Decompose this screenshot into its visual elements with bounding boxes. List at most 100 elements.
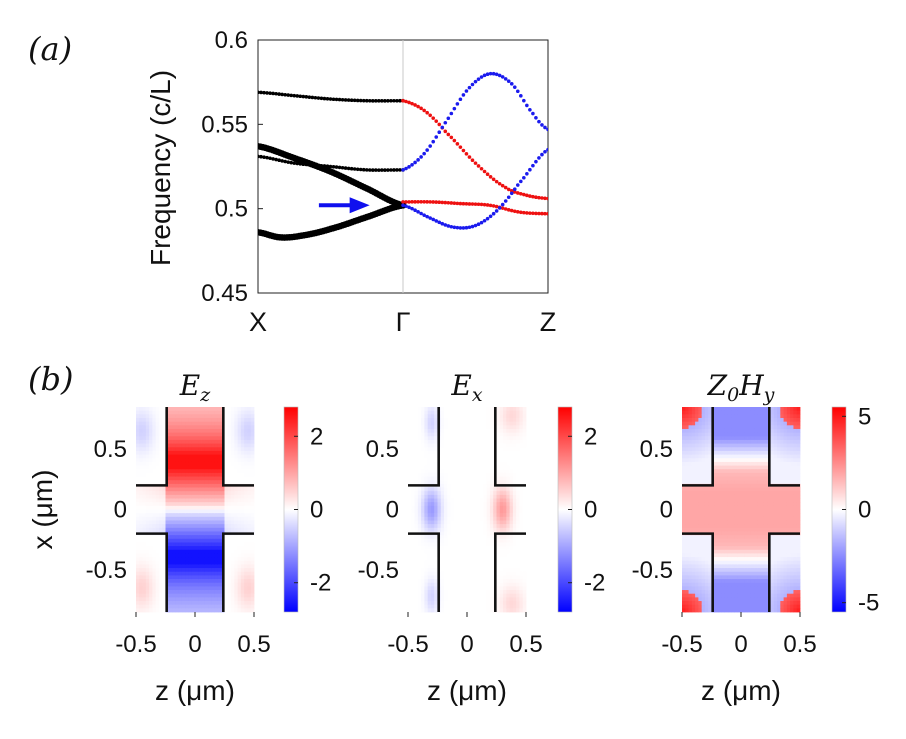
heatmap-cell: [185, 597, 189, 602]
heatmap-cell: [152, 604, 157, 609]
heatmap-cell: [152, 447, 157, 452]
heatmap-cell: [175, 538, 180, 543]
heatmap-cell: [145, 443, 150, 448]
heatmap-cell: [430, 472, 435, 477]
heatmap-cell: [444, 469, 448, 474]
heatmap-cell: [450, 417, 455, 423]
heatmap-cell: [427, 527, 432, 532]
heatmap-cell: [695, 509, 699, 514]
heatmap-cell: [208, 450, 212, 455]
heatmap-cell: [421, 480, 425, 485]
heatmap-cell: [172, 439, 176, 445]
heatmap-cell: [142, 472, 147, 477]
heatmap-cell: [237, 516, 242, 521]
heatmap-cell: [234, 557, 239, 562]
heatmap-cell: [234, 538, 239, 543]
band-point: [419, 211, 423, 216]
heatmap-cell: [704, 472, 709, 477]
heatmap-cell: [158, 535, 163, 540]
heatmap-cell: [522, 553, 527, 558]
heatmap-cell: [195, 601, 199, 606]
band-point: [425, 148, 429, 152]
heatmap-cell: [486, 575, 491, 580]
heatmap-cell: [698, 487, 703, 492]
heatmap-cell: [172, 513, 176, 518]
heatmap-cell: [444, 516, 448, 521]
heatmap-cell: [414, 582, 419, 587]
heatmap-cell: [181, 461, 186, 466]
heatmap-cell: [503, 575, 507, 580]
heatmap-cell: [221, 513, 225, 518]
heatmap-cell: [208, 579, 212, 584]
heatmap-cell: [682, 604, 686, 609]
heatmap-cell: [695, 454, 699, 459]
heatmap-cell: [421, 454, 425, 459]
heatmap-cell: [244, 476, 248, 481]
heatmap-cell: [181, 454, 186, 459]
heatmap-cell: [178, 414, 183, 419]
heatmap-cell: [424, 560, 429, 565]
heatmap-cell: [421, 524, 425, 529]
heatmap-cell: [136, 498, 140, 503]
heatmap-cell: [158, 425, 163, 430]
heatmap-cell: [250, 590, 255, 595]
heatmap-cell: [483, 502, 488, 507]
heatmap-cell: [450, 513, 455, 518]
heatmap-cell: [453, 509, 458, 514]
heatmap-cell: [496, 421, 501, 426]
heatmap-cell: [463, 491, 468, 496]
heatmap-cell: [522, 549, 527, 554]
heatmap-cell: [509, 575, 514, 580]
heatmap-cell: [234, 568, 239, 573]
heatmap-cell: [168, 579, 173, 584]
heatmap-cell: [178, 502, 183, 507]
heatmap-cell: [698, 597, 703, 602]
heatmap-cell: [195, 516, 199, 521]
heatmap-cell: [473, 472, 478, 477]
heatmap-cell: [214, 417, 219, 423]
heatmap-cell: [704, 494, 709, 499]
heatmap-cell: [688, 590, 693, 595]
heatmap-cell: [512, 421, 517, 426]
heatmap-cell: [483, 494, 488, 499]
heatmap-cell: [685, 502, 689, 507]
heatmap-cell: [483, 469, 488, 474]
heatmap-cell: [421, 502, 425, 507]
heatmap-cell: [682, 520, 686, 525]
heatmap-cell: [181, 535, 186, 540]
heatmap-cell: [201, 608, 206, 613]
band-point: [515, 191, 520, 195]
heatmap-cell: [231, 549, 235, 554]
band-point: [503, 207, 508, 211]
band-point: [531, 211, 535, 216]
heatmap-cell: [208, 582, 212, 587]
heatmap-cell: [427, 439, 432, 445]
heatmap-cell: [516, 549, 520, 554]
heatmap-cell: [440, 487, 445, 492]
heatmap-cell: [486, 546, 491, 551]
heatmap-cell: [476, 443, 481, 448]
heatmap-cell: [460, 483, 465, 488]
heatmap-cell: [191, 575, 196, 580]
heatmap-cell: [417, 527, 422, 532]
heatmap-cell: [175, 502, 180, 507]
heatmap-cell: [698, 542, 703, 547]
heatmap-cell: [411, 502, 415, 507]
heatmap-cell: [142, 407, 147, 412]
heatmap-cell: [172, 436, 176, 441]
heatmap-cell: [506, 432, 511, 437]
heatmap-cell: [178, 520, 183, 525]
heatmap-cell: [240, 509, 245, 514]
band-point: [413, 200, 417, 204]
heatmap-cell: [701, 407, 706, 412]
heatmap-cell: [217, 560, 222, 565]
heatmap-cell: [467, 502, 471, 507]
heatmap-cell: [467, 480, 471, 485]
heatmap-cell: [519, 469, 524, 474]
heatmap-cell: [411, 425, 415, 430]
heatmap-cell: [224, 586, 229, 591]
heatmap-cell: [237, 564, 242, 569]
heatmap-cell: [411, 597, 415, 602]
heatmap-cell: [408, 604, 412, 609]
heatmap-cell: [204, 498, 209, 503]
